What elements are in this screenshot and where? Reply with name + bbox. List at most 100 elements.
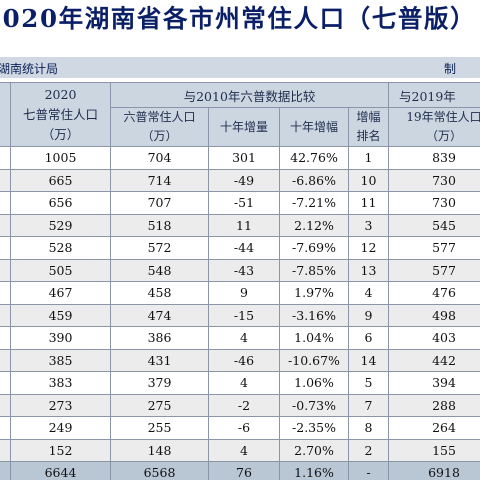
- table-row: 390 386 4 1.04% 6 403: [0, 326, 480, 350]
- header-2020-unit: （万）: [41, 126, 80, 142]
- cell-2020: 383: [10, 371, 111, 395]
- cell-rate: -7.21%: [279, 191, 349, 215]
- cell-2020: 152: [10, 438, 111, 462]
- cell-blank: [0, 146, 11, 170]
- cell-2020: 656: [10, 191, 111, 215]
- total-rate: 1.16%: [279, 461, 349, 480]
- cell-increase: 4: [208, 438, 280, 462]
- cell-19: 288: [388, 393, 480, 417]
- cell-rate: -0.73%: [279, 393, 349, 417]
- table-row: 528 572 -44 -7.69% 12 577: [0, 236, 480, 260]
- table-row: 383 379 4 1.06% 5 394: [0, 371, 480, 395]
- header-row-2: 六普常住人口 （万） 十年增量 十年增幅 增幅 排名 19年常住人口 （万）: [0, 107, 480, 147]
- cell-rate: -3.16%: [279, 303, 349, 327]
- table-row: 385 431 -46 -10.67% 14 442: [0, 348, 480, 372]
- total-cell-blank: [0, 461, 11, 480]
- cell-19: 730: [388, 168, 480, 192]
- table-row: 273 275 -2 -0.73% 7 288: [0, 393, 480, 417]
- cell-6p: 707: [110, 191, 209, 215]
- cell-6p: 275: [110, 393, 209, 417]
- header-19-unit: （万）: [425, 129, 462, 143]
- cell-6p: 548: [110, 258, 209, 282]
- cell-19: 730: [388, 191, 480, 215]
- table-row: 1005 704 301 42.76% 1 839: [0, 146, 480, 170]
- sheet-title-text: 2020年湖南省各市州常住人口（七普版）: [0, 4, 477, 33]
- header-6p-label: 六普常住人口: [123, 110, 196, 124]
- cell-rate: -10.67%: [279, 348, 349, 372]
- cell-rank: 3: [348, 213, 389, 237]
- cell-19: 394: [388, 371, 480, 395]
- cell-2020: 529: [10, 213, 111, 237]
- source-bar: 湖南统计局 制: [0, 57, 480, 78]
- cell-increase: 4: [208, 326, 280, 350]
- population-table: 2020 七普常住人口 （万） 与2010年六普数据比较 与2019年 六普常住…: [0, 82, 480, 480]
- total-increase: 76: [208, 461, 280, 480]
- cell-19: 264: [388, 416, 480, 440]
- total-19: 6918: [388, 461, 480, 480]
- header-increase: 十年增量: [208, 107, 280, 147]
- header-19-label: 19年常住人口: [406, 110, 480, 124]
- total-6p: 6568: [110, 461, 209, 480]
- table-row: 505 548 -43 -7.85% 13 577: [0, 258, 480, 282]
- cell-rank: 13: [348, 258, 389, 282]
- cell-rate: 1.04%: [279, 326, 349, 350]
- cell-2020: 273: [10, 393, 111, 417]
- header-6p-unit: （万）: [141, 129, 178, 143]
- cell-2020: 385: [10, 348, 111, 372]
- header-2020: 2020 七普常住人口 （万）: [10, 82, 111, 147]
- source-label: 湖南统计局: [0, 62, 59, 76]
- cell-increase: 9: [208, 281, 280, 305]
- cell-19: 577: [388, 258, 480, 282]
- cell-increase: -46: [208, 348, 280, 372]
- cell-rank: 11: [348, 191, 389, 215]
- cell-rate: 1.06%: [279, 371, 349, 395]
- cell-blank: [0, 236, 11, 260]
- total-2020: 6644: [10, 461, 111, 480]
- cell-19: 577: [388, 236, 480, 260]
- cell-6p: 431: [110, 348, 209, 372]
- total-rank: -: [348, 461, 389, 480]
- cell-rate: 42.76%: [279, 146, 349, 170]
- cell-19: 498: [388, 303, 480, 327]
- cell-increase: 11: [208, 213, 280, 237]
- cell-rate: -7.69%: [279, 236, 349, 260]
- header-2020-year: 2020: [44, 86, 77, 102]
- cell-rank: 8: [348, 416, 389, 440]
- cell-19: 545: [388, 213, 480, 237]
- cell-19: 155: [388, 438, 480, 462]
- cell-2020: 390: [10, 326, 111, 350]
- table-row: 665 714 -49 -6.86% 10 730: [0, 168, 480, 192]
- cell-rate: -2.35%: [279, 416, 349, 440]
- cell-blank: [0, 213, 11, 237]
- header-group-2010: 与2010年六普数据比较: [110, 82, 389, 108]
- cell-blank: [0, 281, 11, 305]
- cell-2020: 505: [10, 258, 111, 282]
- header-2020-label: 七普常住人口: [22, 106, 98, 122]
- cell-6p: 458: [110, 281, 209, 305]
- total-row: 6644 6568 76 1.16% - 6918: [0, 461, 480, 480]
- table-row: 467 458 9 1.97% 4 476: [0, 281, 480, 305]
- cell-rank: 6: [348, 326, 389, 350]
- cell-6p: 386: [110, 326, 209, 350]
- cell-19: 442: [388, 348, 480, 372]
- cell-rank: 10: [348, 168, 389, 192]
- cell-blank: [0, 393, 11, 417]
- cell-2020: 459: [10, 303, 111, 327]
- cell-increase: -44: [208, 236, 280, 260]
- cell-blank: [0, 303, 11, 327]
- cell-6p: 518: [110, 213, 209, 237]
- cell-2020: 665: [10, 168, 111, 192]
- cell-rate: -6.86%: [279, 168, 349, 192]
- cell-rate: 1.97%: [279, 281, 349, 305]
- cell-2020: 528: [10, 236, 111, 260]
- cell-6p: 148: [110, 438, 209, 462]
- cell-6p: 255: [110, 416, 209, 440]
- header-row-1: 2020 七普常住人口 （万） 与2010年六普数据比较 与2019年: [0, 82, 480, 147]
- cell-rank: 4: [348, 281, 389, 305]
- cell-increase: 301: [208, 146, 280, 170]
- cell-rank: 9: [348, 303, 389, 327]
- table-row: 152 148 4 2.70% 2 155: [0, 438, 480, 462]
- sheet-title: 2020年湖南省各市州常住人口（七普版）: [0, 0, 480, 40]
- cell-2020: 467: [10, 281, 111, 305]
